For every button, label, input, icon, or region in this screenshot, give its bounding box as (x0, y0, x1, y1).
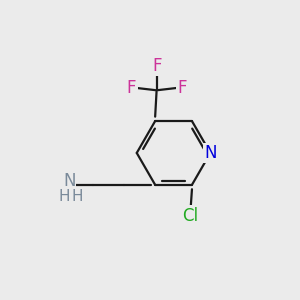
Text: H: H (72, 188, 83, 203)
Text: H: H (58, 188, 70, 203)
Text: F: F (127, 79, 136, 97)
Text: F: F (177, 79, 186, 97)
Text: N: N (204, 144, 217, 162)
Text: N: N (63, 172, 75, 190)
Text: F: F (152, 57, 161, 75)
Text: Cl: Cl (182, 207, 199, 225)
